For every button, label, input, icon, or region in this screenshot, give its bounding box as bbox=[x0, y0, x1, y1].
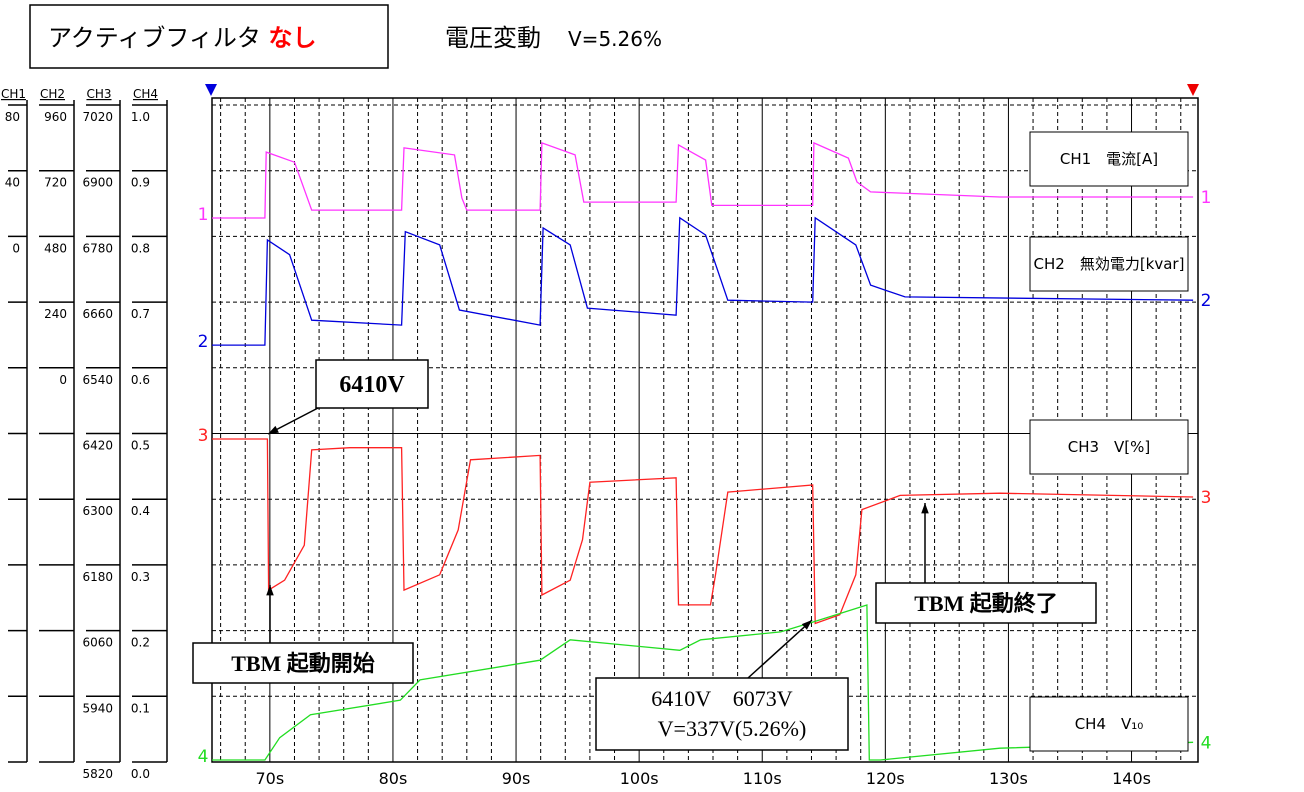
series-marker-left: 2 bbox=[198, 332, 209, 352]
y-tick-label: 0.3 bbox=[131, 570, 150, 584]
arrow-head bbox=[921, 503, 929, 514]
y-tick-label: 1.0 bbox=[131, 110, 150, 124]
y-tick-label: 720 bbox=[44, 176, 67, 190]
legend-label: CH1 電流[A] bbox=[1060, 150, 1158, 168]
legend-label: CH4 V₁₀ bbox=[1075, 715, 1144, 733]
series-marker-right: 2 bbox=[1201, 291, 1212, 311]
x-tick-label: 70s bbox=[256, 769, 285, 788]
axis-header: CH3 bbox=[86, 87, 111, 101]
legend-box bbox=[1029, 696, 1189, 752]
annotation-text: TBM 起動終了 bbox=[914, 591, 1058, 616]
y-tick-label: 0.0 bbox=[131, 767, 150, 781]
y-tick-label: 6780 bbox=[82, 241, 113, 255]
annotation-box bbox=[875, 582, 1097, 624]
y-tick-label: 6180 bbox=[82, 570, 113, 584]
arrow-head bbox=[266, 585, 274, 596]
y-tick-label: 0.2 bbox=[131, 636, 150, 650]
series-marker-left: 3 bbox=[198, 426, 209, 446]
annotation-box bbox=[595, 677, 849, 751]
annotation-text: 6410V 6073V bbox=[651, 686, 792, 711]
x-tick-label: 120s bbox=[866, 769, 905, 788]
y-tick-label: 6300 bbox=[82, 504, 113, 518]
y-tick-label: 5940 bbox=[82, 701, 113, 715]
legend-label: CH3 V[%] bbox=[1068, 438, 1151, 456]
annotation-text: 6410V bbox=[339, 372, 405, 398]
arrow-head bbox=[268, 425, 279, 434]
y-tick-label: 0.9 bbox=[131, 176, 150, 190]
y-tick-label: 5820 bbox=[82, 767, 113, 781]
y-tick-label: 6060 bbox=[82, 636, 113, 650]
arrow-head bbox=[801, 620, 812, 630]
legend-label: CH2 無効電力[kvar] bbox=[1034, 255, 1185, 273]
y-tick-label: 80 bbox=[5, 110, 20, 124]
legend-box bbox=[1029, 419, 1189, 475]
x-tick-label: 130s bbox=[989, 769, 1028, 788]
annotation-box bbox=[315, 359, 429, 409]
subtitle-value: V=5.26% bbox=[568, 27, 662, 51]
y-tick-label: 240 bbox=[44, 307, 67, 321]
annotation-text: TBM 起動開始 bbox=[231, 651, 375, 676]
y-tick-label: 6660 bbox=[82, 307, 113, 321]
cursor-a bbox=[205, 84, 217, 96]
chart-title: アクティブフィルタ なし bbox=[48, 24, 317, 52]
annotation-arrow bbox=[747, 619, 813, 679]
legend-box bbox=[1029, 236, 1189, 292]
y-tick-label: 480 bbox=[44, 241, 67, 255]
y-tick-label: 0.7 bbox=[131, 307, 150, 321]
x-tick-label: 90s bbox=[502, 769, 531, 788]
header: アクティブフィルタ なし 電圧変動 V=5.26% bbox=[29, 4, 662, 69]
title-emphasis: なし bbox=[269, 24, 317, 52]
y-tick-label: 0 bbox=[59, 373, 67, 387]
series-marker-left: 4 bbox=[198, 747, 209, 767]
x-tick-label: 100s bbox=[620, 769, 659, 788]
y-tick-label: 0.5 bbox=[131, 439, 150, 453]
title-box bbox=[29, 4, 389, 69]
y-tick-label: 0.8 bbox=[131, 241, 150, 255]
series-line bbox=[212, 438, 1194, 625]
series-marker-left: 1 bbox=[198, 205, 209, 225]
series-marker-right: 4 bbox=[1201, 733, 1212, 753]
legend-box bbox=[1029, 131, 1189, 187]
x-tick-label: 80s bbox=[379, 769, 408, 788]
series-line bbox=[212, 604, 1194, 761]
series-marker-right: 3 bbox=[1201, 488, 1212, 508]
series-line bbox=[212, 141, 1194, 219]
axis-header: CH2 bbox=[40, 87, 65, 101]
subtitle: 電圧変動 bbox=[445, 24, 541, 52]
y-tick-label: 0 bbox=[12, 241, 20, 255]
series-line bbox=[212, 216, 1194, 346]
y-tick-label: 0.4 bbox=[131, 504, 150, 518]
title-text: アクティブフィルタ bbox=[48, 24, 261, 52]
y-tick-label: 0.1 bbox=[131, 701, 150, 715]
y-tick-label: 0.6 bbox=[131, 373, 150, 387]
y-tick-label: 6900 bbox=[82, 176, 113, 190]
y-tick-label: 6420 bbox=[82, 439, 113, 453]
annotation-box bbox=[192, 642, 414, 684]
axis-header: CH4 bbox=[133, 87, 158, 101]
annotation-text: V=337V(5.26%) bbox=[658, 716, 807, 741]
x-tick-label: 140s bbox=[1112, 769, 1151, 788]
x-tick-label: 110s bbox=[743, 769, 782, 788]
series-marker-right: 1 bbox=[1201, 188, 1212, 208]
y-tick-label: 6540 bbox=[82, 373, 113, 387]
cursor-b bbox=[1187, 84, 1199, 96]
y-tick-label: 960 bbox=[44, 110, 67, 124]
y-tick-label: 40 bbox=[5, 176, 20, 190]
axis-header: CH1 bbox=[1, 87, 26, 101]
y-tick-label: 7020 bbox=[82, 110, 113, 124]
